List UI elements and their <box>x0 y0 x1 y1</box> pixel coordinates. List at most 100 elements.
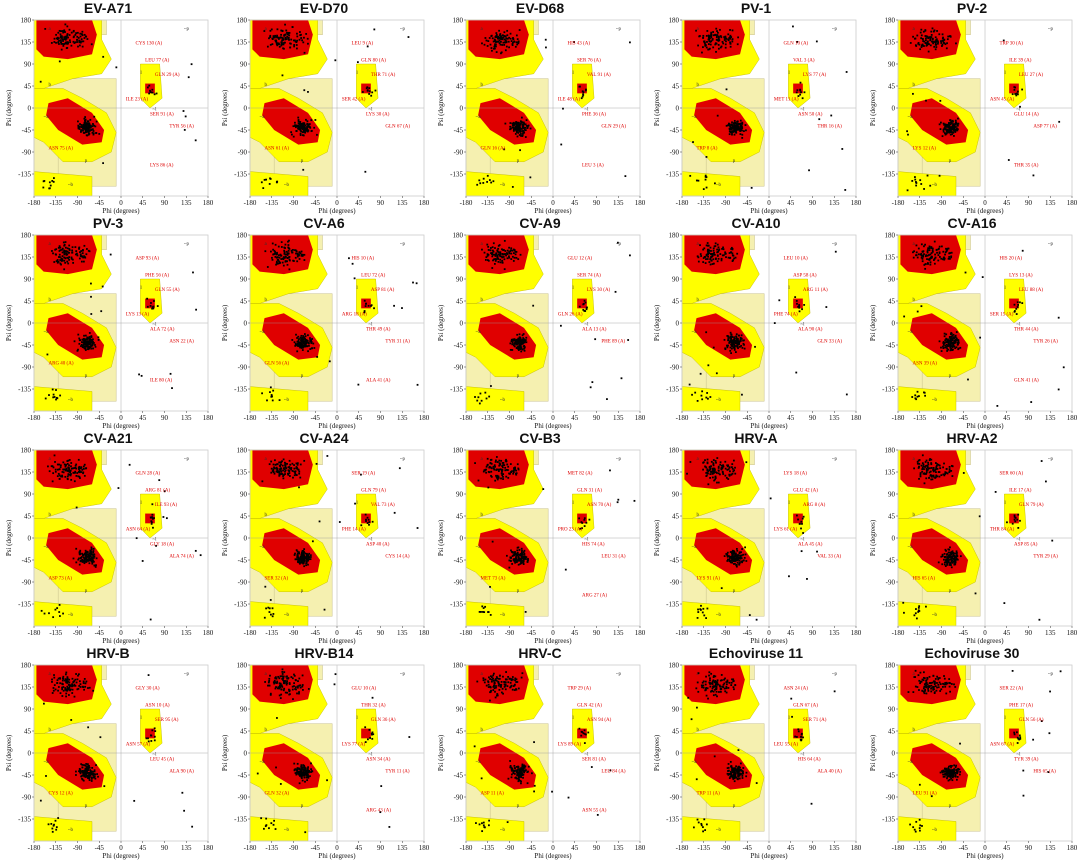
residue-point <box>953 339 956 342</box>
residue-point <box>90 549 92 552</box>
residue-point <box>940 346 942 349</box>
residue-point <box>296 47 298 50</box>
residue-point <box>722 42 725 45</box>
residue-point <box>58 256 60 258</box>
residue-point <box>520 134 522 137</box>
residue-point <box>723 37 726 39</box>
residue-point <box>514 561 517 564</box>
residue-point <box>276 258 279 261</box>
y-tick-label: 135 <box>453 39 464 47</box>
residue-point <box>80 556 83 558</box>
x-tick-label: 0 <box>983 199 987 207</box>
residue-point <box>280 42 283 45</box>
residue-point <box>52 252 54 255</box>
residue-point <box>83 244 86 247</box>
residue-point <box>89 552 92 555</box>
residue-point <box>1015 94 1018 97</box>
residue-point <box>532 304 535 307</box>
residue-point <box>53 261 56 263</box>
residue-point <box>519 149 521 152</box>
residue-point <box>918 395 920 398</box>
residue-point <box>731 339 734 342</box>
residue-point <box>74 33 77 36</box>
region-letter: ~a <box>260 545 266 550</box>
core-left-alpha-region <box>577 83 587 94</box>
residue-point <box>730 561 732 564</box>
residue-point <box>949 555 951 558</box>
residue-point <box>512 129 515 132</box>
residue-point <box>591 381 594 384</box>
residue-point <box>582 93 585 96</box>
residue-point <box>84 116 87 118</box>
residue-point <box>518 344 521 347</box>
residue-point <box>720 259 723 262</box>
residue-point <box>738 559 741 562</box>
residue-point <box>94 344 96 346</box>
residue-point <box>90 335 93 337</box>
residue-point <box>719 253 722 255</box>
residue-point <box>68 459 71 461</box>
residue-point <box>736 343 739 346</box>
residue-point <box>66 250 69 253</box>
residue-point <box>296 350 299 353</box>
residue-point <box>952 131 955 134</box>
residue-point <box>92 550 95 552</box>
x-axis-label: Phi (degrees) <box>966 207 1004 215</box>
residue-point <box>78 342 81 345</box>
residue-point <box>729 339 732 342</box>
residue-point <box>297 116 300 119</box>
residue-point <box>717 249 720 252</box>
residue-point <box>85 128 87 131</box>
residue-point <box>287 249 290 252</box>
residue-point <box>501 38 504 41</box>
residue-point <box>937 561 940 564</box>
residue-point <box>722 464 724 467</box>
residue-point <box>401 307 403 309</box>
plot-title: CV-B3 <box>519 430 561 446</box>
residue-point <box>924 394 926 397</box>
residue-point <box>64 475 67 478</box>
residue-point <box>919 475 922 478</box>
residue-point <box>268 607 271 610</box>
residue-point <box>291 470 294 472</box>
residue-point <box>584 301 587 304</box>
x-tick-label: -135 <box>913 629 926 637</box>
residue-point <box>710 250 712 252</box>
residue-point <box>945 129 948 132</box>
residue-point <box>309 558 312 561</box>
region-letter: p <box>517 374 520 379</box>
residue-point <box>351 262 354 265</box>
residue-point <box>511 43 514 45</box>
residue-point <box>720 257 723 260</box>
residue-point <box>504 35 507 38</box>
residue-point <box>297 127 299 130</box>
y-tick-label: 90 <box>24 491 32 499</box>
residue-point <box>733 563 735 565</box>
residue-point <box>940 257 943 260</box>
residue-point <box>299 555 302 558</box>
residue-point <box>80 38 83 41</box>
residue-point <box>950 120 953 123</box>
residue-point <box>704 174 707 177</box>
residue-point <box>727 339 730 341</box>
residue-point <box>485 471 488 474</box>
residue-point <box>512 121 515 124</box>
region-letter: b <box>697 83 700 88</box>
residue-label: ARG 27 (A) <box>582 594 607 599</box>
residue-point <box>937 248 940 251</box>
residue-point <box>707 253 710 256</box>
residue-point <box>516 128 519 130</box>
residue-point <box>496 254 499 257</box>
residue-point <box>269 391 271 394</box>
residue-point <box>88 343 91 346</box>
residue-point <box>269 36 272 38</box>
residue-point <box>740 334 743 337</box>
region-letter: ~b <box>284 398 290 403</box>
residue-point <box>295 549 298 552</box>
residue-point <box>936 467 939 470</box>
residue-point <box>67 459 70 462</box>
residue-point <box>60 263 62 266</box>
y-tick-label: 45 <box>888 513 896 521</box>
residue-point <box>62 31 65 34</box>
x-tick-label: 135 <box>613 629 624 637</box>
